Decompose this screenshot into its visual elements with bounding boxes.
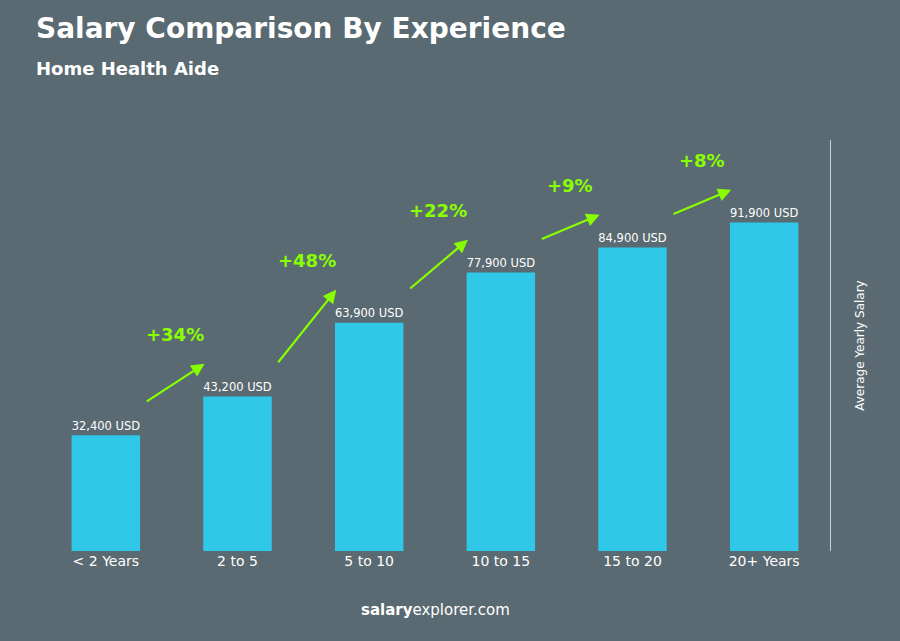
svg-text:43,200 USD: 43,200 USD <box>203 380 272 394</box>
svg-text:Salary Comparison By Experienc: Salary Comparison By ExperienceHome Heal… <box>36 12 566 78</box>
svg-text:+22%: +22% <box>409 200 467 221</box>
svg-text:84,900 USD: 84,900 USD <box>598 231 667 245</box>
svg-text:5 to 10: 5 to 10 <box>344 553 394 569</box>
svg-text:2 to 5: 2 to 5 <box>217 553 258 569</box>
svg-text:10 to 15: 10 to 15 <box>472 553 531 569</box>
svg-text:77,900 USD: 77,900 USD <box>467 256 536 270</box>
svg-text:+9%: +9% <box>547 175 593 196</box>
svg-text:+48%: +48% <box>278 250 336 271</box>
svg-text:91,900 USD: 91,900 USD <box>730 206 799 220</box>
svg-text:63,900 USD: 63,900 USD <box>335 306 404 320</box>
svg-text:Average Yearly Salary: Average Yearly Salary <box>853 280 867 410</box>
svg-text:20+ Years: 20+ Years <box>729 553 800 569</box>
svg-text:15 to 20: 15 to 20 <box>603 553 662 569</box>
svg-text:+34%: +34% <box>146 324 204 345</box>
svg-text:< 2 Years: < 2 Years <box>73 553 139 569</box>
svg-text:32,400 USD: 32,400 USD <box>72 419 141 433</box>
svg-text:+8%: +8% <box>679 150 725 171</box>
svg-text:salaryexplorer.com: salaryexplorer.com <box>361 601 510 619</box>
